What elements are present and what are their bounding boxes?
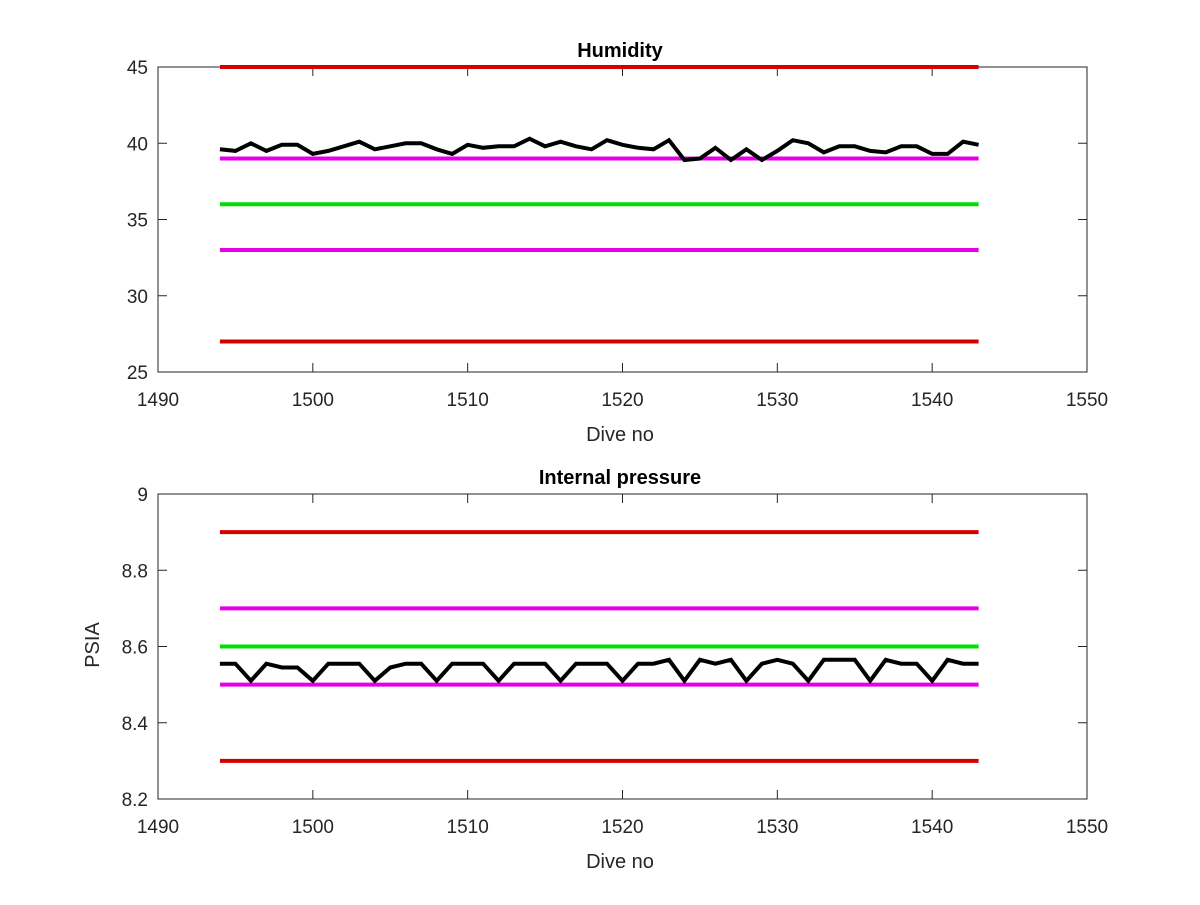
humidity-x-tick-label: 1540: [911, 390, 953, 411]
internal-pressure-x-tick-label: 1540: [911, 817, 953, 838]
humidity-x-tick-label: 1500: [292, 390, 334, 411]
humidity-y-tick-label: 25: [127, 363, 148, 384]
internal-pressure-y-tick-label: 8.8: [122, 561, 148, 582]
humidity-x-tick-label: 1550: [1066, 390, 1108, 411]
humidity-axes-box: [157, 66, 1088, 373]
humidity-y-tick-label: 30: [127, 287, 148, 308]
humidity-x-tick-label: 1510: [447, 390, 489, 411]
internal-pressure-y-tick-label: 9: [137, 485, 148, 506]
internal-pressure-chart: Internal pressure Dive no PSIA 1490 1500 1…: [82, 467, 1108, 873]
internal-pressure-x-axis-label: Dive no: [586, 851, 654, 873]
humidity-y-tick-label: 40: [127, 134, 148, 155]
internal-pressure-x-tick-label: 1500: [292, 817, 334, 838]
internal-pressure-y-tick-label: 8.4: [122, 714, 149, 735]
internal-pressure-chart-title: Internal pressure: [539, 467, 701, 489]
internal-pressure-y-tick-label: 8.6: [122, 638, 148, 659]
internal-pressure-x-tick-label: 1530: [756, 817, 798, 838]
humidity-x-tick-label: 1490: [137, 390, 179, 411]
humidity-y-tick-label: 35: [127, 211, 148, 232]
internal-pressure-x-tick-label: 1510: [447, 817, 489, 838]
humidity-y-tick-label: 45: [127, 58, 148, 79]
internal-pressure-y-tick-label: 8.2: [122, 790, 148, 811]
humidity-chart-title: Humidity: [577, 40, 663, 62]
internal-pressure-y-axis-label: PSIA: [82, 622, 104, 668]
humidity-x-tick-label: 1520: [601, 390, 643, 411]
internal-pressure-x-tick-label: 1520: [601, 817, 643, 838]
internal-pressure-x-tick-label: 1490: [137, 817, 179, 838]
internal-pressure-x-tick-label: 1550: [1066, 817, 1108, 838]
humidity-data-line: [219, 136, 979, 163]
internal-pressure-data-line: [219, 657, 979, 685]
humidity-x-axis-label: Dive no: [586, 424, 654, 446]
humidity-x-tick-label: 1530: [756, 390, 798, 411]
humidity-chart: Humidity Dive no 1490 1500 1510 1520 1530 154…: [127, 40, 1108, 446]
